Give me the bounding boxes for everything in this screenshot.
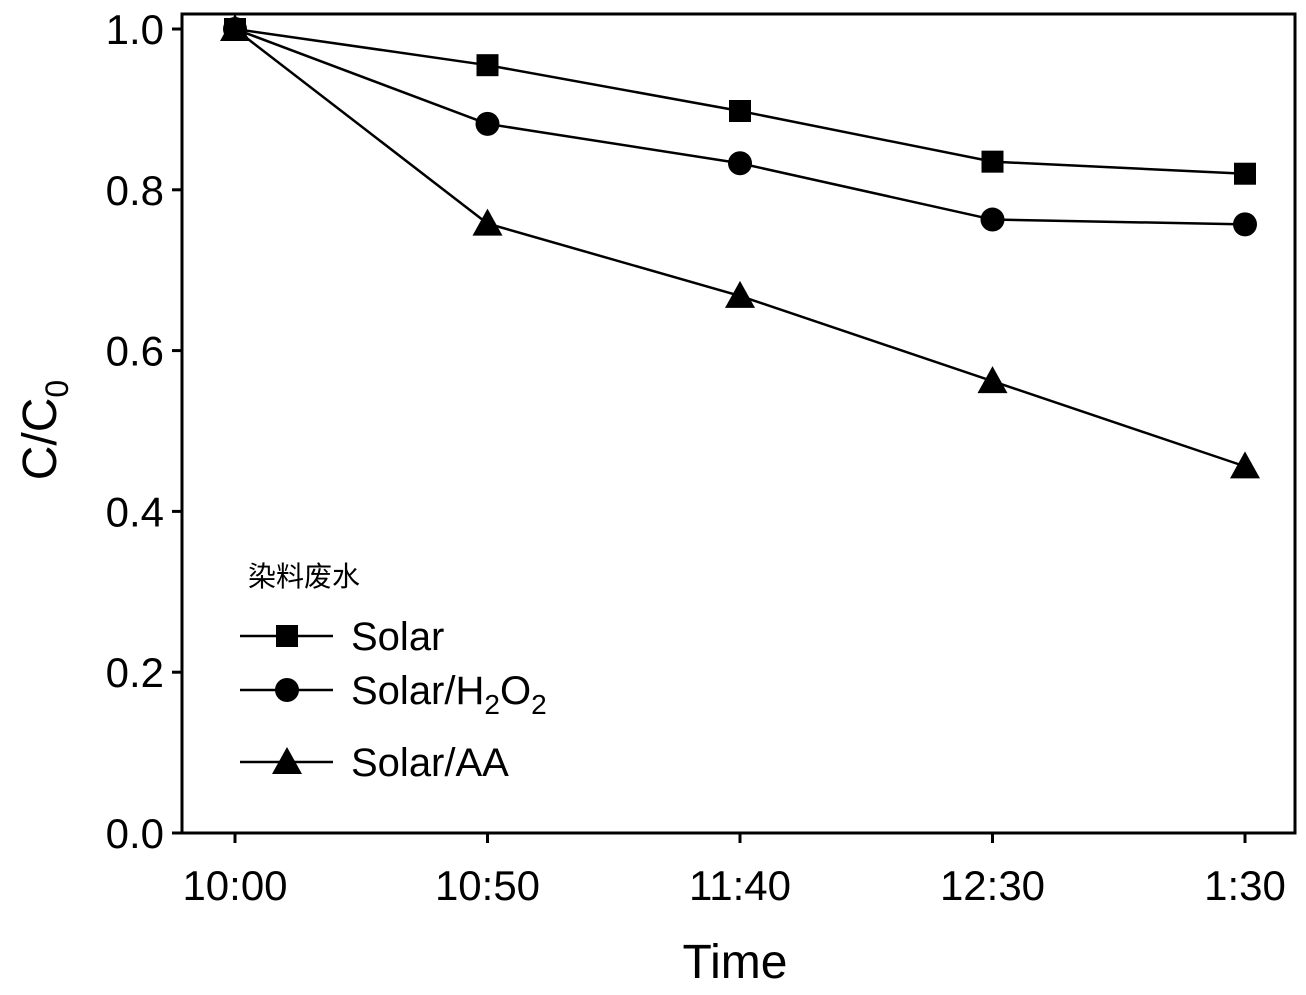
y-tick-label: 0.4 [106,488,164,535]
plot-border [180,12,1297,835]
legend-marker [275,678,299,702]
x-axis-title: Time [683,936,788,989]
data-point [980,207,1005,232]
data-point [1233,212,1257,237]
y-tick-label: 0.0 [106,810,164,857]
series-line [234,27,1246,226]
x-tick-label: 12:30 [940,862,1045,909]
legend-entry: Solar/H2O2 [240,669,547,720]
axis-titles: Time C/C0 [14,380,787,989]
y-axis-title: C/C0 [14,380,75,480]
legend-label: Solar/AA [351,741,509,785]
legend-title: 染料废水 [248,560,360,593]
legend-entry: Solar [240,615,444,659]
legend-marker [276,625,298,647]
y-axis-title-sub: 0 [39,380,75,398]
legend-label-part: Solar/H [351,669,484,713]
y-axis-title-main: C/C [14,398,67,481]
series-triangle [220,14,1260,479]
legend-label-part: O [500,669,531,713]
legend-label-sub: 2 [531,689,547,720]
y-tick-label: 0.2 [106,649,164,696]
y-tick-label: 0.6 [106,328,164,375]
data-point [472,208,503,236]
data-point [729,100,751,123]
series-layer [220,14,1260,479]
series-line [234,28,1246,468]
legend-label: Solar [351,615,444,659]
legend-entry: Solar/AA [240,741,509,785]
legend-label-part: Solar/AA [351,741,509,785]
legend-marker [272,747,302,774]
x-tick-label: 10:50 [435,862,540,909]
y-tick-label: 1.0 [106,6,164,53]
data-point [476,54,499,77]
data-point [977,366,1008,394]
data-point [981,150,1004,173]
data-point [1234,162,1256,185]
data-point [220,14,250,41]
plot-frame [180,12,1297,835]
legend-label-sub: 2 [484,689,500,720]
data-point [728,151,752,176]
y-axis: 0.0 0.2 0.4 0.6 0.8 1.0 [106,6,182,857]
data-point [475,111,500,136]
legend-label: Solar/H2O2 [351,669,547,720]
x-tick-label: 1:30 [1204,862,1286,909]
data-point [725,280,755,308]
x-tick-label: 11:40 [689,862,791,909]
x-axis: 10:00 10:50 11:40 12:30 1:30 [182,833,1286,909]
legend-label-part: Solar [351,615,444,659]
x-tick-label: 10:00 [182,862,287,909]
data-point [1230,451,1260,479]
y-tick-label: 0.8 [106,167,164,214]
